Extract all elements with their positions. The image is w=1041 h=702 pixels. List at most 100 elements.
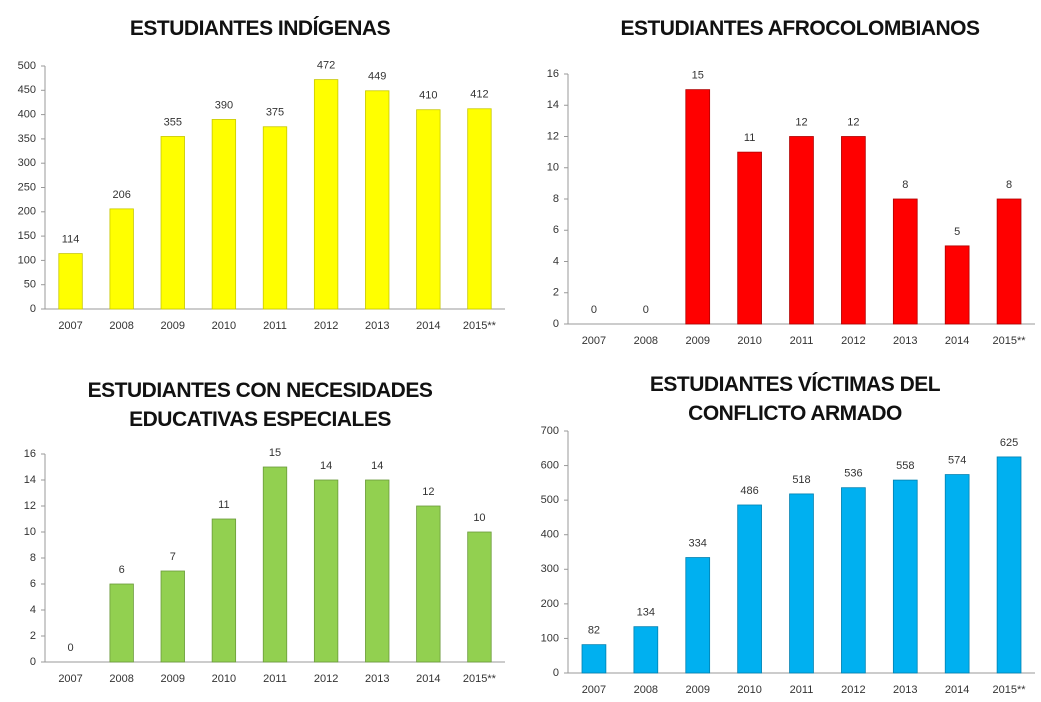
bar [160, 570, 185, 663]
bar [211, 518, 237, 663]
y-tick-label: 300 [541, 563, 559, 575]
value-label: 472 [317, 60, 335, 72]
value-label: 574 [948, 454, 966, 466]
y-tick-label: 200 [18, 206, 36, 218]
x-tick-label: 2007 [58, 320, 82, 332]
y-tick-label: 16 [24, 448, 36, 460]
y-tick-label: 0 [30, 303, 36, 315]
x-tick-label: 2009 [685, 335, 709, 347]
y-tick-label: 6 [553, 224, 559, 236]
x-tick-label: 2012 [841, 684, 865, 696]
x-tick-label: 2011 [263, 320, 287, 332]
bar [892, 479, 918, 674]
bar [416, 505, 441, 663]
value-label: 8 [902, 179, 908, 191]
value-label: 334 [689, 537, 707, 549]
value-label: 11 [744, 132, 755, 144]
value-label: 449 [368, 71, 386, 83]
y-tick-label: 12 [547, 130, 559, 142]
y-tick-label: 16 [547, 68, 559, 80]
value-label: 11 [218, 499, 229, 511]
y-tick-label: 100 [541, 632, 559, 644]
x-tick-label: 2015** [463, 673, 497, 685]
x-tick-label: 2014 [945, 684, 969, 696]
y-tick-label: 2 [30, 630, 36, 642]
bar [262, 126, 288, 310]
y-tick-label: 12 [24, 500, 36, 512]
value-label: 412 [470, 89, 488, 101]
value-label: 355 [164, 116, 182, 128]
value-label: 390 [215, 99, 233, 111]
x-tick-label: 2014 [945, 335, 969, 347]
x-tick-label: 2011 [790, 335, 814, 347]
y-tick-label: 250 [18, 181, 36, 193]
bar [467, 108, 492, 310]
y-tick-label: 0 [30, 656, 36, 668]
y-tick-label: 600 [541, 459, 559, 471]
bar [109, 583, 134, 663]
bar [160, 136, 185, 310]
bar [944, 245, 970, 325]
bar [109, 208, 134, 310]
x-tick-label: 2013 [893, 684, 917, 696]
value-label: 12 [422, 486, 434, 498]
value-label: 15 [692, 70, 704, 82]
bar [211, 119, 237, 310]
x-tick-label: 2010 [737, 684, 761, 696]
x-tick-label: 2009 [161, 673, 185, 685]
bar [581, 644, 607, 674]
value-label: 0 [591, 304, 597, 316]
x-tick-label: 2015** [993, 335, 1027, 347]
x-tick-label: 2011 [790, 684, 814, 696]
y-tick-label: 0 [553, 667, 559, 679]
x-tick-label: 2013 [365, 673, 389, 685]
value-label: 375 [266, 107, 284, 119]
bar [313, 479, 339, 663]
value-label: 5 [954, 226, 960, 238]
x-tick-label: 2010 [212, 320, 236, 332]
value-label: 536 [844, 468, 862, 480]
bar [58, 253, 83, 310]
bar [789, 493, 814, 674]
bar [262, 466, 288, 663]
x-tick-label: 2007 [582, 335, 606, 347]
value-label: 12 [847, 116, 859, 128]
y-tick-label: 4 [553, 255, 559, 267]
bar [737, 151, 762, 325]
y-tick-label: 14 [24, 474, 36, 486]
y-tick-label: 6 [30, 578, 36, 590]
value-label: 6 [119, 564, 125, 576]
chart-title: ESTUDIANTES INDÍGENAS [129, 17, 391, 40]
y-tick-label: 10 [24, 526, 36, 538]
y-tick-label: 0 [553, 318, 559, 330]
y-tick-label: 14 [547, 99, 559, 111]
x-tick-label: 2012 [314, 673, 338, 685]
y-tick-label: 200 [541, 598, 559, 610]
y-tick-label: 10 [547, 162, 559, 174]
x-tick-label: 2012 [841, 335, 865, 347]
chart-title: ESTUDIANTES CON NECESIDADES EDUCATIVAS E… [87, 379, 433, 431]
y-tick-label: 500 [541, 494, 559, 506]
bar [365, 479, 390, 663]
bar [633, 626, 659, 674]
bar [416, 109, 441, 310]
value-label: 14 [320, 460, 332, 472]
x-tick-label: 2014 [416, 320, 440, 332]
y-tick-label: 300 [18, 157, 36, 169]
value-label: 486 [740, 485, 758, 497]
bar [841, 487, 866, 674]
bar [944, 474, 970, 674]
value-label: 206 [112, 189, 130, 201]
y-tick-label: 150 [18, 230, 36, 242]
y-tick-label: 4 [30, 604, 36, 616]
bar [467, 531, 492, 663]
value-label: 0 [643, 304, 649, 316]
x-tick-label: 2007 [582, 684, 606, 696]
chart-title: ESTUDIANTES VÍCTIMAS DEL CONFLICTO ARMAD… [649, 373, 941, 425]
value-label: 12 [795, 116, 807, 128]
bar [841, 136, 866, 325]
value-label: 10 [473, 512, 485, 524]
value-label: 410 [419, 90, 437, 102]
bar [892, 198, 918, 325]
